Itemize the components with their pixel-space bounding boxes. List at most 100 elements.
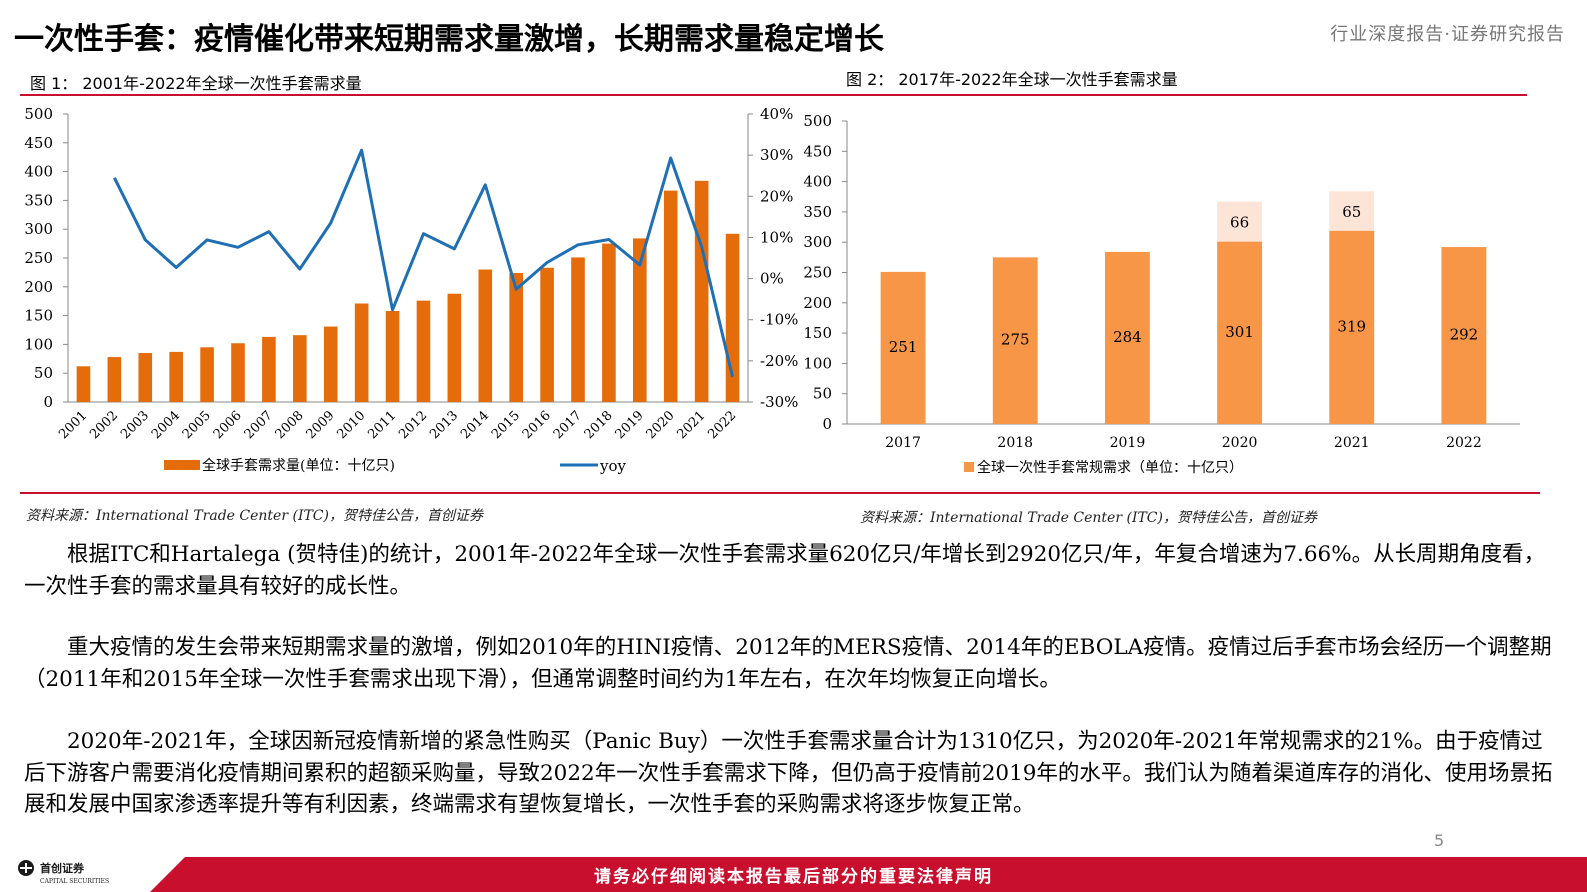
- chart2-bar-regular: [1104, 251, 1150, 424]
- chart1-right-tick-label: -20%: [760, 352, 798, 370]
- chart2-bar-regular: [1329, 230, 1375, 424]
- chart1-bar: [169, 351, 183, 402]
- chart1-bar: [571, 257, 585, 402]
- chart2-legend-swatch: [964, 462, 974, 472]
- chart2-x-tick-label: 2018: [997, 435, 1033, 451]
- chart1-left-tick-label: 300: [24, 220, 53, 238]
- chart2-bar-panic-buy-label: 65: [1342, 203, 1361, 221]
- chart1-bar: [416, 300, 431, 402]
- chart2-bar-panic-buy: [1329, 191, 1375, 231]
- chart2-legend-label: 全球一次性手套常规需求（单位：十亿只）: [977, 459, 1243, 476]
- chart1-bar: [231, 343, 245, 402]
- chart1-bar: [138, 353, 153, 402]
- chart1-x-tick-label: 2018: [582, 408, 616, 442]
- chart1-x-tick-label: 2020: [644, 408, 678, 442]
- figure1-top-rule: [20, 94, 820, 96]
- chart1-x-tick-label: 2012: [396, 408, 430, 442]
- chart2-bar-regular: [992, 257, 1038, 424]
- chart2-y-tick-label: 500: [803, 112, 832, 130]
- chart1-x-tick-label: 2022: [705, 408, 739, 442]
- chart1-left-tick-label: 150: [24, 307, 53, 325]
- chart1-legend-bar-label: 全球手套需求量(单位：十亿只): [202, 457, 395, 474]
- chart1-bar: [200, 347, 214, 402]
- figure1-chart: 0 50 100 150 200 250 300 350 400 450 500 -30% -20% -1…: [24, 105, 798, 475]
- chart2-y-tick-label: 150: [803, 324, 832, 342]
- chart2-x-tick-label: 2020: [1222, 435, 1258, 451]
- chart1-x-tick-label: 2004: [149, 408, 183, 442]
- chart1-x-tick-label: 2017: [551, 408, 585, 442]
- chart1-bar: [602, 243, 616, 402]
- chart1-bar: [478, 269, 493, 402]
- chart2-x-tick-label: 2017: [885, 435, 921, 451]
- chart2-y-tick-label: 350: [803, 203, 832, 221]
- chart2-bar-panic-buy-label: 66: [1230, 214, 1249, 232]
- chart1-bar: [323, 326, 338, 402]
- chart1-x-tick-label: 2009: [304, 408, 338, 442]
- chart2-y-tick-label: 400: [803, 173, 832, 191]
- chart1-x-tick-label: 2021: [674, 408, 708, 442]
- chart1-bar: [663, 190, 678, 402]
- chart1-left-tick-label: 350: [24, 191, 53, 209]
- body-paragraph-1: 根据ITC和Hartalega (贺特佳)的统计，2001年-2022年全球一次…: [24, 542, 1546, 599]
- chart1-x-tick-label: 2013: [427, 408, 461, 442]
- report-type-label: 行业深度报告·证券研究报告: [1330, 24, 1565, 45]
- footer-legal-notice: 请务必仔细阅读本报告最后部分的重要法律声明: [594, 867, 993, 887]
- chart2-y-tick-label: 300: [803, 233, 832, 251]
- chart1-x-tick-label: 2003: [118, 408, 152, 442]
- figure1-title: 图 1： 2001年-2022年全球一次性手套需求量: [30, 74, 362, 93]
- chart1-legend-bar-swatch: [164, 460, 200, 470]
- figure2-source: 资料来源：International Trade Center (ITC)，贺特…: [860, 510, 1317, 526]
- chart1-bar: [107, 357, 122, 402]
- chart1-right-tick-label: -10%: [760, 311, 798, 329]
- figures-bottom-rule: [20, 492, 1540, 494]
- chart1-bar: [76, 366, 91, 402]
- chart2-y-tick-label: 250: [803, 264, 832, 282]
- chart1-x-tick-label: 2001: [56, 408, 90, 442]
- chart1-right-tick-label: 30%: [760, 146, 793, 164]
- chart2-x-tick-label: 2019: [1110, 435, 1146, 451]
- chart1-bar: [447, 293, 462, 402]
- chart1-right-tick-label: 20%: [760, 187, 793, 205]
- chart1-right-tick-label: 0%: [760, 270, 784, 288]
- chart2-bar-regular-label: 319: [1337, 317, 1366, 335]
- chart1-right-tick-label: 40%: [760, 105, 793, 123]
- page-number: 5: [1434, 831, 1445, 850]
- chart2-bar-panic-buy: [1217, 201, 1263, 242]
- chart1-bar: [262, 336, 276, 402]
- footer-band: [0, 857, 1587, 892]
- chart2-bar-regular-label: 275: [1001, 331, 1030, 349]
- chart1-right-tick-label: 10%: [760, 228, 793, 246]
- chart1-left-tick-label: 500: [24, 105, 53, 123]
- figure2-top-rule: [820, 94, 1527, 96]
- chart1-bar: [509, 272, 523, 402]
- chart2-y-tick-label: 0: [822, 415, 832, 433]
- chart1-left-tick-label: 250: [24, 249, 53, 267]
- chart2-y-tick-label: 50: [813, 385, 832, 403]
- footer-logo: 首创证券 CAPITAL SECURITIES: [0, 857, 185, 892]
- body-paragraph-2: 重大疫情的发生会带来短期需求量的激增，例如2010年的HINI疫情、2012年的…: [24, 635, 1552, 692]
- chart1-bar: [385, 310, 400, 402]
- chart1-x-tick-label: 2015: [489, 408, 523, 442]
- chart2-bar-regular-label: 284: [1113, 328, 1142, 346]
- chart1-bar: [633, 238, 647, 402]
- chart1-bar: [293, 335, 307, 402]
- chart1-legend-line-label: yoy: [599, 457, 627, 475]
- chart1-yoy-line: [113, 148, 734, 378]
- chart1-bar: [694, 180, 709, 402]
- chart2-y-tick-label: 450: [803, 142, 832, 160]
- chart1-left-tick-label: 100: [24, 335, 53, 353]
- chart1-x-tick-label: 2007: [242, 408, 276, 442]
- chart1-x-tick-label: 2006: [211, 408, 245, 442]
- chart1-x-tick-label: 2011: [365, 408, 399, 442]
- figure2-title: 图 2： 2017年-2022年全球一次性手套需求量: [846, 70, 1178, 89]
- chart2-bar-regular: [880, 271, 926, 424]
- chart2-bar-regular-label: 292: [1450, 326, 1479, 344]
- chart1-x-tick-label: 2005: [180, 408, 214, 442]
- chart2-x-tick-label: 2021: [1334, 435, 1370, 451]
- chart1-left-tick-label: 400: [24, 163, 53, 181]
- chart2-bar-regular-label: 301: [1225, 323, 1254, 341]
- chart1-left-tick-label: 450: [24, 134, 53, 152]
- chart1-x-tick-label: 2010: [334, 408, 368, 442]
- figure1-source: 资料来源：International Trade Center (ITC)，贺特…: [26, 508, 483, 524]
- chart1-left-tick-label: 200: [24, 278, 53, 296]
